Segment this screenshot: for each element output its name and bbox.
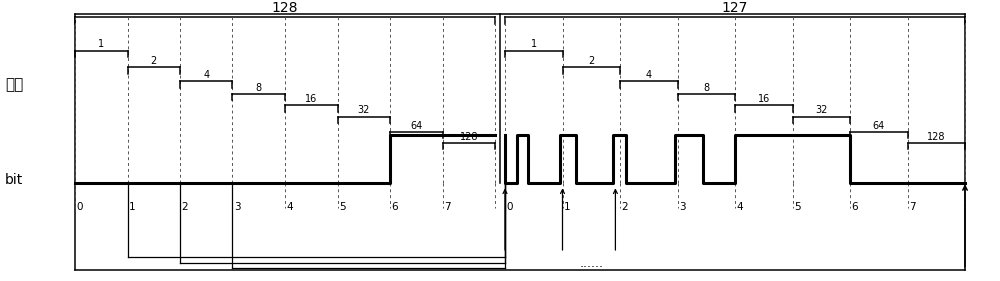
Text: 4: 4 — [287, 202, 293, 212]
Text: 128: 128 — [272, 1, 298, 15]
Text: 64: 64 — [873, 121, 885, 131]
Text: 5: 5 — [794, 202, 801, 212]
Text: 6: 6 — [852, 202, 858, 212]
Text: 128: 128 — [927, 132, 946, 142]
Text: 3: 3 — [679, 202, 686, 212]
Text: 64: 64 — [410, 121, 422, 131]
Text: 8: 8 — [256, 83, 262, 93]
Text: 5: 5 — [339, 202, 346, 212]
Text: 7: 7 — [909, 202, 916, 212]
Text: 8: 8 — [703, 83, 709, 93]
Text: 32: 32 — [358, 105, 370, 115]
Text: 127: 127 — [722, 1, 748, 15]
Text: 权重: 权重 — [5, 77, 23, 92]
Text: 16: 16 — [758, 94, 770, 104]
Text: 3: 3 — [234, 202, 241, 212]
Text: 0: 0 — [77, 202, 83, 212]
Text: 32: 32 — [815, 105, 827, 115]
Text: 2: 2 — [588, 56, 594, 66]
Text: 2: 2 — [151, 56, 157, 66]
Text: 2: 2 — [182, 202, 188, 212]
Text: 7: 7 — [444, 202, 451, 212]
Text: 2: 2 — [622, 202, 628, 212]
Text: 0: 0 — [507, 202, 513, 212]
Text: 1: 1 — [129, 202, 136, 212]
Text: 4: 4 — [737, 202, 743, 212]
Text: 6: 6 — [392, 202, 398, 212]
Text: 4: 4 — [646, 70, 652, 80]
Text: ......: ...... — [579, 257, 603, 270]
Text: 1: 1 — [564, 202, 571, 212]
Text: 1: 1 — [531, 39, 537, 49]
Text: 16: 16 — [305, 94, 317, 104]
Text: bit: bit — [5, 173, 23, 187]
Text: 1: 1 — [98, 39, 104, 49]
Text: 128: 128 — [460, 132, 478, 142]
Text: 4: 4 — [203, 70, 209, 80]
